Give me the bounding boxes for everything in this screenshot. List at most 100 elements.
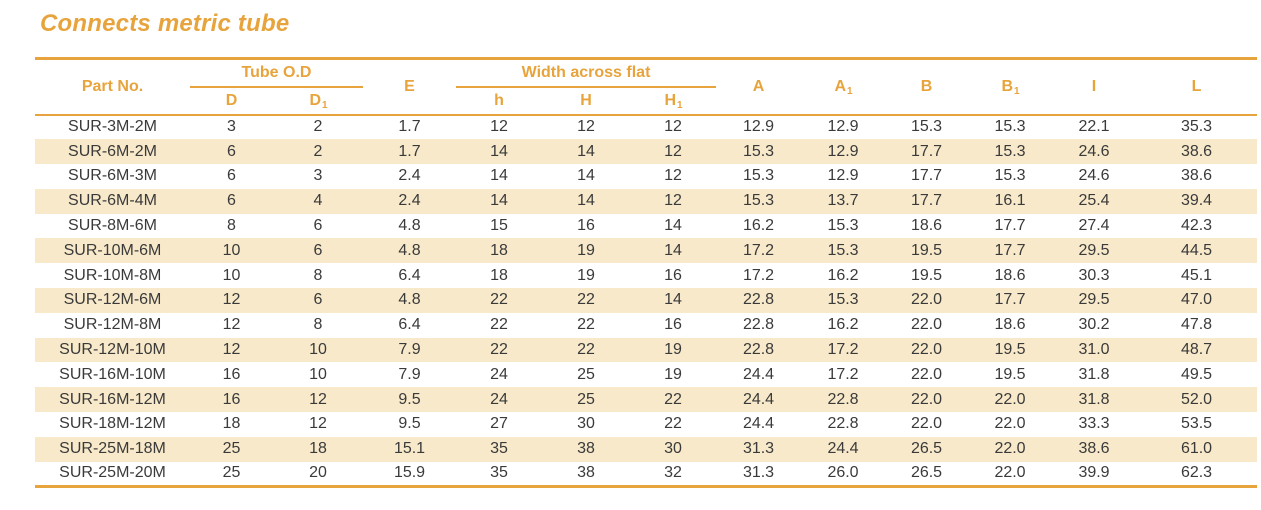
value-cell: 12: [664, 142, 682, 160]
value-cell: 38.6: [1180, 142, 1213, 160]
value-cell: 12: [222, 316, 241, 334]
value-cell: 20: [309, 464, 327, 482]
value-cell: 19: [664, 341, 682, 359]
value-cell: 9.5: [398, 390, 421, 408]
value-cell: 35: [490, 464, 508, 482]
value-cell: 25: [222, 464, 241, 482]
col-header-e: E: [363, 58, 457, 116]
value-cell: 38.6: [1180, 167, 1213, 185]
value-cell: 18.6: [910, 217, 943, 235]
value-cell: 24: [490, 365, 508, 383]
table-row: SUR-16M-12M 16 12 9.5 24 25 22 24.4 22.8 22.0 22.0…: [35, 387, 1258, 413]
value-cell: 30: [664, 440, 682, 458]
col-header-i: I: [1052, 58, 1137, 116]
value-cell: 6: [227, 142, 236, 160]
value-cell: 6.4: [398, 266, 421, 284]
value-cell: 12: [664, 167, 682, 185]
part-no-cell: SUR-10M-8M: [63, 266, 162, 284]
value-cell: 29.5: [1078, 291, 1110, 309]
value-cell: 17.2: [742, 241, 775, 259]
value-cell: 1.7: [398, 142, 421, 160]
part-no-cell: SUR-16M-12M: [59, 390, 166, 408]
value-cell: 30.3: [1078, 266, 1110, 284]
value-cell: 44.5: [1180, 241, 1213, 259]
group-header-tube-od: Tube O.D: [190, 58, 364, 88]
value-cell: 15.3: [742, 167, 775, 185]
value-cell: 22.1: [1078, 118, 1110, 136]
value-cell: 17.2: [827, 365, 859, 383]
table-row: SUR-25M-20M 25 20 15.9 35 38 32 31.3 26.0 26.5 22.…: [35, 462, 1257, 487]
value-cell: 14: [664, 291, 682, 309]
value-cell: 30: [577, 415, 595, 433]
col-header-h-small: h: [456, 86, 543, 116]
value-cell: 6.4: [398, 316, 421, 334]
value-cell: 3: [227, 118, 236, 136]
col-header-b1: B1: [968, 58, 1053, 116]
value-cell: 39.9: [1078, 464, 1110, 482]
value-cell: 16: [222, 365, 241, 383]
col-header-a1: A1: [801, 58, 886, 116]
value-cell: 61.0: [1180, 440, 1213, 458]
value-cell: 14: [577, 142, 595, 160]
part-no-cell: SUR-8M-6M: [68, 217, 157, 235]
value-cell: 53.5: [1180, 415, 1213, 433]
value-cell: 22.0: [994, 440, 1026, 458]
value-cell: 25.4: [1078, 192, 1110, 210]
col-sub: 1: [322, 99, 328, 111]
value-cell: 22: [577, 316, 595, 334]
value-cell: 18: [490, 241, 508, 259]
col-header-part-no: Part No.: [35, 58, 190, 116]
col-header-l: L: [1136, 58, 1258, 116]
value-cell: 12: [222, 291, 241, 309]
table-row: SUR-6M-4M 6 4 2.4 14 14 12 15.3 13.7 17.7 16.1 25.4…: [35, 188, 1258, 214]
value-cell: 25: [577, 365, 595, 383]
value-cell: 19.5: [910, 266, 943, 284]
value-cell: 16.1: [994, 192, 1026, 210]
value-cell: 19: [577, 241, 595, 259]
value-cell: 8: [313, 316, 323, 334]
table-row: SUR-12M-10M 12 10 7.9 22 22 19 22.8 17.2 22.0 19.5…: [35, 337, 1258, 363]
value-cell: 3: [313, 167, 323, 185]
value-cell: 38: [577, 440, 595, 458]
table-row: SUR-16M-10M 16 10 7.9 24 25 19 24.4 17.2 22.0 19.5…: [35, 362, 1257, 387]
value-cell: 24.4: [742, 415, 775, 433]
value-cell: 16: [664, 316, 682, 334]
value-cell: 22: [490, 341, 508, 359]
value-cell: 22.8: [827, 415, 859, 433]
value-cell: 17.7: [994, 217, 1026, 235]
value-cell: 19.5: [994, 365, 1026, 383]
value-cell: 14: [577, 167, 595, 185]
value-cell: 15.3: [827, 291, 859, 309]
value-cell: 17.7: [910, 167, 943, 185]
value-cell: 14: [577, 192, 595, 210]
col-label: H: [664, 91, 677, 109]
value-cell: 12: [222, 341, 241, 359]
value-cell: 13.7: [827, 192, 859, 210]
value-cell: 7.9: [398, 341, 421, 359]
value-cell: 26.0: [827, 464, 859, 482]
value-cell: 18: [222, 415, 241, 433]
value-cell: 62.3: [1180, 464, 1213, 482]
value-cell: 22.0: [910, 291, 943, 309]
col-label: D: [309, 91, 321, 109]
value-cell: 24.4: [742, 390, 775, 408]
col-label: H: [580, 91, 592, 109]
part-no-cell: SUR-6M-3M: [68, 167, 157, 185]
col-header-h1: H1: [630, 86, 717, 116]
col-label: B: [1001, 77, 1014, 95]
value-cell: 12.9: [742, 118, 775, 136]
value-cell: 18.6: [994, 316, 1026, 334]
value-cell: 9.5: [398, 415, 421, 433]
value-cell: 17.7: [910, 142, 943, 160]
value-cell: 15.3: [742, 192, 775, 210]
value-cell: 12: [309, 390, 327, 408]
value-cell: 31.3: [742, 464, 775, 482]
part-no-cell: SUR-10M-6M: [63, 241, 162, 259]
value-cell: 16: [222, 390, 241, 408]
value-cell: 12: [490, 118, 508, 136]
value-cell: 15.9: [393, 464, 426, 482]
value-cell: 22: [577, 291, 595, 309]
table-row: SUR-6M-3M 6 3 2.4 14 14 12 15.3 12.9 17.7 15.3 24.6…: [35, 164, 1257, 189]
part-no-cell: SUR-3M-2M: [68, 118, 157, 136]
col-sub: 1: [677, 99, 683, 111]
